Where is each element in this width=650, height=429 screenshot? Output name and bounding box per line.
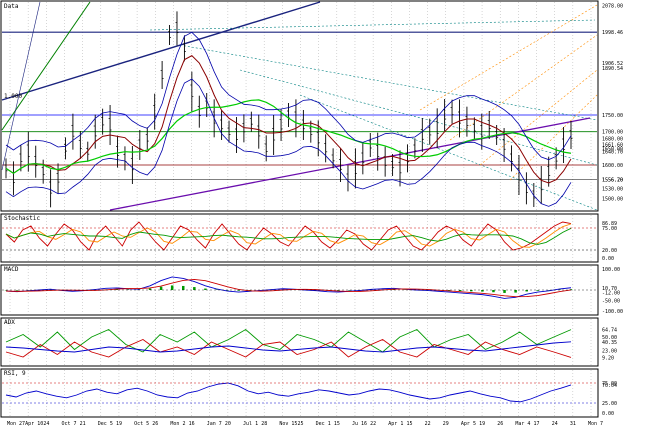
x-tick-label: Jan 7 [207,421,222,427]
x-tick-label: 19 [116,421,122,427]
stochastic-axis-label: 86.89 [602,221,617,227]
stochastic-axis-label: 20.00 [602,248,617,254]
x-tick-label: 24 [552,421,558,427]
price-axis-label: 1906.52 [602,61,623,67]
price-axis-label: 1998.46 [602,30,623,36]
macd-axis-label: 100.00 [602,267,620,273]
price-axis-label: 2078.00 [602,4,623,10]
short-moving-average [5,55,572,184]
adx-series-2 [5,341,572,353]
trendline-steep [1,1,41,171]
stochastic-panel [0,213,599,263]
macd-axis-label: -50.00 [602,299,620,305]
price-axis-label: 1640.70 [602,149,623,155]
price-axis-label: 1661.60 [602,142,623,148]
x-tick-label: 16 [189,421,195,427]
trendline-navy [1,1,321,101]
price-axis-label: 1556.70 [602,177,623,183]
rsi-axis-label: 75.00 [602,381,617,387]
x-tick-label: Apr 10 [25,421,43,427]
rsi-axis-label: 70.04 [602,383,617,389]
price-axis-label: 1650.00 [602,146,623,152]
x-tick-label: 26 [152,421,158,427]
stochastic-series-0 [5,221,572,251]
price-axis-label: 1890.54 [602,66,623,72]
x-tick-label: 15 [406,421,412,427]
x-tick-label: 21 [80,421,86,427]
x-tick-label: Mon 2 [170,421,185,427]
bollinger-upper [5,31,572,161]
x-tick-label: 28 [261,421,267,427]
x-tick-label: 17 [534,421,540,427]
x-tick-label: Mon 27 [7,421,25,427]
rsi-axis-label: 25.00 [602,401,617,407]
x-tick-label: Mar 4 [515,421,530,427]
stochastic-panel-title: Stochastic [4,215,41,222]
x-tick-label: Ju 16 [352,421,367,427]
main-panel-title: Data [4,3,19,10]
price-axis-label: 1556.20 [602,178,623,184]
x-tick-label: Dec 5 [98,421,113,427]
stochastic-axis-label: 0.00 [602,256,614,262]
rsi-panel [0,368,599,418]
trendline-green [1,1,91,131]
stochastic-d [5,223,572,248]
x-tick-label: Mon 7 [588,421,603,427]
price-axis-label: 1680.00 [602,136,623,142]
channel-line-orange [509,94,598,181]
adx-axis-label: 23.00 [602,349,617,355]
x-tick-label: Apr 5 [461,421,476,427]
adx-series-1 [5,338,572,358]
price-axis-label: 1530.00 [602,186,623,192]
adx-panel [0,317,599,367]
adx-axis-label: 40.35 [602,340,617,346]
channel-line-teal [299,94,598,211]
main-hline-label: 1.000 [4,93,22,100]
x-tick-label: 29 [443,421,449,427]
x-tick-label: Apr 1 [388,421,403,427]
macd-signal [5,278,572,298]
adx-axis-label: 50.00 [602,335,617,341]
adx-axis-label: 64.74 [602,328,617,334]
x-tick-label: Nov 15 [279,421,297,427]
x-axis: Mon 27 Apr 10 24 Oct 7 21 Dec 5 19 Oct 5 26 Mon 2… [7,421,603,427]
price-axis-label: 1500.00 [602,196,623,202]
adx-series-0 [5,328,572,353]
x-tick-label: Oct 7 [61,421,76,427]
macd-axis-label: -100.00 [602,309,623,315]
x-tick-label: 31 [570,421,576,427]
macd-axis-label: -12.00 [602,291,620,297]
macd-panel-title: MACD [4,266,19,273]
x-tick-label: Jul 1 [243,421,258,427]
stochastic-slow [5,227,572,245]
macd-axis-label: 10.70 [602,286,617,292]
x-tick-label: Dec 1 [316,421,331,427]
x-tick-label: 22 [425,421,431,427]
x-tick-label: 24 [43,421,49,427]
channel-line-teal [179,44,598,121]
x-tick-label: 15 [334,421,340,427]
adx-panel-title: ADX [4,319,15,326]
price-axis-label: 1600.00 [602,163,623,169]
macd-line [5,276,572,299]
rsi-series-0 [5,382,572,403]
x-tick-label: 20 [225,421,231,427]
x-tick-label: 25 [298,421,304,427]
rsi-panel-title: RSI, 9 [4,370,26,377]
x-tick-label: 26 [497,421,503,427]
mid-moving-average [5,99,572,175]
bollinger-lower [5,78,572,207]
channel-line-teal [239,69,598,166]
x-tick-label: 19 [479,421,485,427]
channel-line-orange [479,69,598,166]
price-axis-label: 1750.00 [602,113,623,119]
price-axis-label: 1700.00 [602,130,623,136]
x-tick-label: 22 [370,421,376,427]
adx-axis-label: 9.20 [602,355,614,361]
x-tick-label: Oct 5 [134,421,149,427]
rsi-axis-label: 0.00 [602,411,614,417]
stochastic-axis-label: 75.00 [602,226,617,232]
